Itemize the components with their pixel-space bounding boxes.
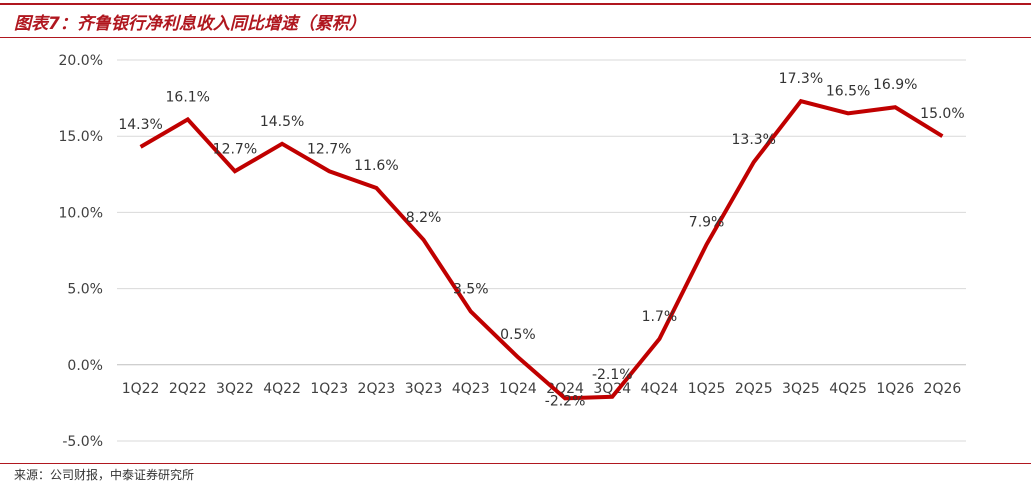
y-tick-label: 10.0% [59, 205, 103, 221]
title-rule [0, 37, 1031, 38]
data-label: 11.6% [354, 158, 398, 174]
x-tick-label: 4Q25 [829, 381, 867, 397]
series-line [139, 98, 944, 401]
data-label: 7.9% [689, 214, 725, 230]
data-label: 14.3% [118, 117, 162, 133]
top-rule [0, 3, 1031, 5]
data-label: 16.9% [873, 77, 917, 93]
data-label: 16.1% [166, 89, 210, 105]
x-tick-label: 1Q23 [310, 381, 348, 397]
data-label: 16.5% [826, 83, 870, 99]
x-tick-label: 4Q24 [641, 381, 679, 397]
x-tick-label: 3Q25 [782, 381, 820, 397]
data-label: 14.5% [260, 114, 304, 130]
x-tick-label: 2Q23 [358, 381, 396, 397]
data-label: 1.7% [642, 309, 678, 325]
y-tick-label: 0.0% [67, 358, 103, 374]
y-tick-label: -5.0% [62, 434, 103, 450]
y-tick-label: 5.0% [67, 282, 103, 298]
data-label: 17.3% [779, 71, 823, 87]
x-tick-label: 2Q22 [169, 381, 207, 397]
line-chart: 20.0% 15.0% 10.0% 5.0% 0.0% -5.0% 1Q22 2Q22 3Q22… [59, 53, 966, 450]
data-label: 3.5% [453, 281, 489, 297]
data-label: 12.7% [307, 141, 351, 157]
x-tick-label: 1Q22 [122, 381, 160, 397]
x-tick-label: 1Q25 [688, 381, 726, 397]
data-label: 13.3% [732, 132, 776, 148]
x-tick-label: 2Q25 [735, 381, 773, 397]
data-label: 8.2% [406, 210, 442, 226]
data-label: -2.2% [545, 393, 586, 409]
data-label: 15.0% [920, 106, 964, 122]
data-label: 12.7% [213, 141, 257, 157]
chart-title: 图表7：齐鲁银行净利息收入同比增速（累积） [14, 14, 366, 34]
x-tick-label: 3Q23 [405, 381, 443, 397]
x-tick-label: 2Q26 [924, 381, 962, 397]
x-tick-label: 3Q22 [216, 381, 254, 397]
y-tick-label: 20.0% [59, 53, 103, 69]
x-tick-label: 1Q24 [499, 381, 537, 397]
data-label: 0.5% [500, 327, 536, 343]
x-tick-label: 4Q23 [452, 381, 490, 397]
bottom-rule [0, 463, 1031, 464]
source-note: 来源：公司财报，中泰证券研究所 [14, 468, 195, 482]
x-tick-label: 2Q24 [546, 381, 584, 397]
data-label: -2.1% [592, 367, 633, 383]
x-tick-label: 4Q22 [263, 381, 301, 397]
x-tick-label: 1Q26 [876, 381, 914, 397]
y-tick-label: 15.0% [59, 129, 103, 145]
